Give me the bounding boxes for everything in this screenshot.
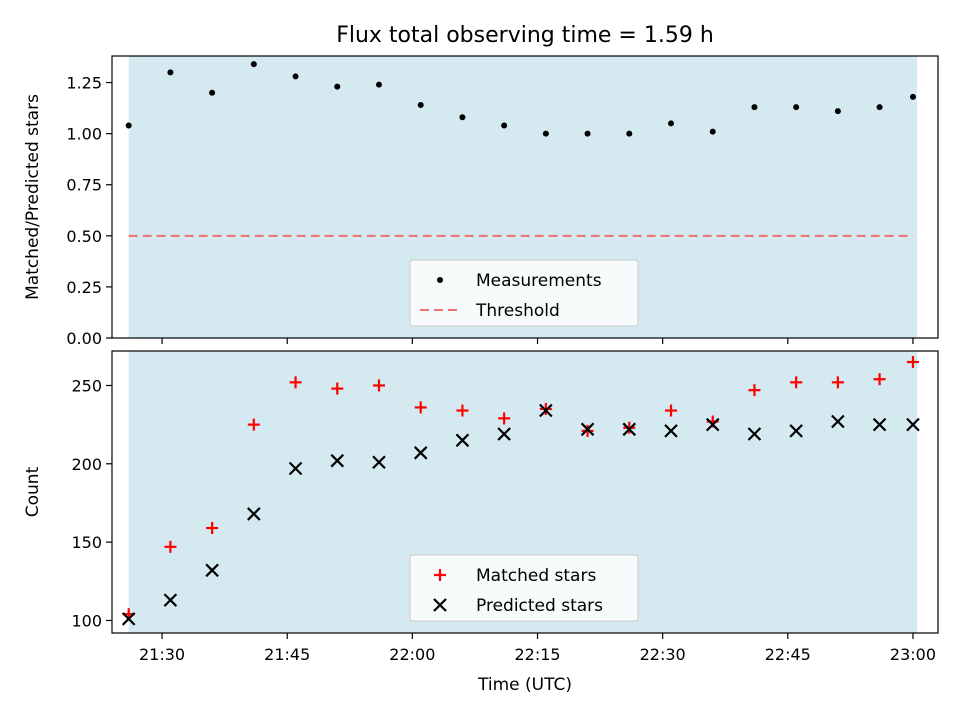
predicted-star-point xyxy=(789,424,803,438)
top-panel: 0.00 0.25 0.50 0.75 1.00 1.25 Matched/Predicte… xyxy=(23,55,939,348)
predicted-star-point xyxy=(622,422,637,437)
y-tick-label: 1.25 xyxy=(66,74,102,93)
measurement-point xyxy=(709,128,716,135)
matched-star-point xyxy=(498,412,511,425)
matched-star-point xyxy=(206,522,219,535)
matched-star-point xyxy=(581,424,594,437)
predicted-star-point xyxy=(330,453,345,468)
predicted-star-point xyxy=(705,417,720,432)
matched-star-point xyxy=(748,384,761,397)
x-tick-label: 22:15 xyxy=(514,645,560,664)
matched-star-point xyxy=(790,376,803,389)
y-tick-label: 0.75 xyxy=(66,176,102,195)
predicted-star-point xyxy=(372,455,386,470)
y-tick-label: 0.50 xyxy=(66,227,102,246)
x-tick-label: 21:30 xyxy=(139,645,185,664)
measurement-point xyxy=(834,108,841,115)
predicted-star-point xyxy=(580,422,595,437)
measurement-point xyxy=(125,122,132,129)
y-tick-label: 150 xyxy=(71,533,102,552)
measurement-point xyxy=(375,81,382,88)
matched-star-point xyxy=(906,355,919,368)
predicted-star-point xyxy=(288,461,303,476)
y-axis-label: Count xyxy=(23,466,43,517)
y-tick-label: 200 xyxy=(71,455,102,474)
y-tick-label: 250 xyxy=(71,376,102,395)
predicted-star-point xyxy=(497,427,511,441)
measurement-point xyxy=(542,130,549,137)
matched-star-point xyxy=(456,404,469,417)
predicted-star-point xyxy=(747,427,762,441)
legend: Matched stars Predicted stars xyxy=(409,554,639,622)
measurement-point xyxy=(501,122,508,129)
legend-box xyxy=(409,259,639,327)
y-tick-label: 0.00 xyxy=(66,329,102,348)
x-tick-label: 22:00 xyxy=(389,645,435,664)
matched-star-point xyxy=(247,418,260,431)
measurement-point xyxy=(626,130,633,137)
matched-star-point xyxy=(539,402,552,415)
measurement-point xyxy=(209,89,216,96)
predicted-star-point xyxy=(831,414,845,429)
legend-label: Matched stars xyxy=(476,566,596,586)
measurement-point xyxy=(751,104,758,111)
measurement-point xyxy=(584,130,591,137)
predicted-star-point xyxy=(121,612,136,626)
matched-star-point xyxy=(873,373,886,386)
matched-star-point xyxy=(623,421,636,434)
x-axis-label: Time (UTC) xyxy=(477,675,572,695)
predicted-star-point xyxy=(664,424,678,438)
matched-star-point xyxy=(331,382,344,395)
legend-dot-marker xyxy=(437,277,443,283)
measurement-point xyxy=(459,114,466,121)
matched-star-point xyxy=(164,540,177,553)
axes-frame xyxy=(111,55,939,339)
legend-label: Predicted stars xyxy=(476,596,603,616)
legend-label: Threshold xyxy=(475,301,560,321)
legend-x-marker xyxy=(433,598,447,612)
measurement-point xyxy=(292,73,299,80)
chart-title: Flux total observing time = 1.59 h xyxy=(336,23,714,48)
x-tick-label: 21:45 xyxy=(264,645,310,664)
measurement-point xyxy=(668,120,675,127)
predicted-star-point xyxy=(205,563,219,578)
predicted-star-point xyxy=(247,507,261,521)
predicted-star-point xyxy=(413,446,428,460)
matched-star-point xyxy=(831,376,844,389)
x-tick-label: 22:30 xyxy=(640,645,686,664)
y-axis-label: Matched/Predicted stars xyxy=(23,94,43,300)
matched-star-point xyxy=(372,379,385,392)
measurement-point xyxy=(876,104,883,111)
y-tick-label: 100 xyxy=(71,611,102,630)
legend-plus-marker xyxy=(434,569,446,581)
measurement-point xyxy=(909,93,916,100)
predicted-star-point xyxy=(539,403,553,418)
measurement-point xyxy=(334,83,341,90)
y-tick-label: 1.00 xyxy=(66,125,102,144)
matched-star-point xyxy=(414,401,427,414)
y-tick-label: 0.25 xyxy=(66,278,102,297)
measurement-point xyxy=(167,69,174,76)
matched-star-point xyxy=(665,404,678,417)
legend-box xyxy=(409,554,639,622)
bottom-panel: 100 150 200 250 21:30 21:45 22:00 22:15 22:30 22:… xyxy=(23,350,939,695)
matched-star-point xyxy=(289,376,302,389)
measurement-point xyxy=(417,102,424,109)
predicted-star-point xyxy=(163,593,178,607)
x-tick-label: 22:45 xyxy=(765,645,811,664)
measurement-point xyxy=(250,61,257,68)
predicted-star-point xyxy=(906,417,920,432)
legend: Measurements Threshold xyxy=(409,259,639,327)
legend-label: Measurements xyxy=(476,271,602,291)
measurement-point xyxy=(793,104,800,111)
predicted-star-point xyxy=(872,417,887,432)
x-tick-label: 23:00 xyxy=(890,645,936,664)
predicted-star-point xyxy=(455,433,470,448)
axes-frame xyxy=(111,350,939,634)
